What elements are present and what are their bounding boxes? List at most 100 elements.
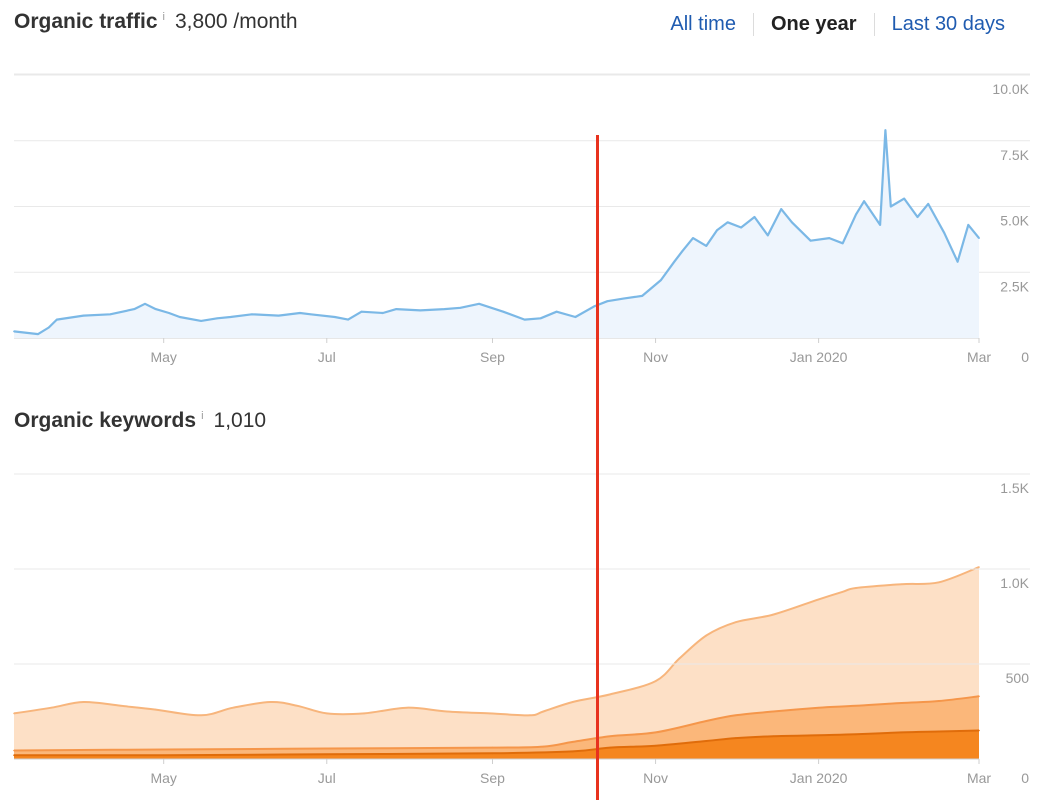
traffic-y-tick-label: 7.5K [1000,147,1029,163]
keywords-series-2-data-point [326,747,328,750]
keywords-series-1-data-point [855,587,857,589]
keywords-series-1-data-point [50,706,53,709]
keywords-x-tick-label: May [150,770,176,786]
traffic-data-point [673,260,676,263]
keywords-series-3-data-point [609,746,611,749]
traffic-data-point [382,312,384,314]
keywords-series-3-data-point [938,730,940,733]
keywords-series-1-data-point [938,581,940,584]
traffic-data-point [705,245,708,247]
keywords-series-2-data-point [491,746,494,749]
traffic-y-tick-label: 0 [1021,349,1029,365]
traffic-data-point [943,231,946,234]
keywords-series-1-data-point [734,621,737,623]
traffic-data-point [606,300,609,303]
keywords-series-3-data-point [326,753,328,756]
traffic-data-point [459,306,462,309]
traffic-data-point [780,208,783,211]
keywords-series-1-data-point [489,712,491,715]
keywords-series-2-data-point [542,745,545,748]
traffic-data-point [299,312,301,314]
keywords-series-3-area [14,730,979,759]
keywords-series-1-area [14,567,979,759]
keywords-series-1-data-point [406,706,408,709]
info-icon[interactable]: i [162,11,165,23]
traffic-data-point [395,308,398,310]
traffic-data-point [539,317,542,320]
keywords-series-2-data-point [13,749,15,752]
traffic-data-point [200,320,203,322]
keywords-series-3-data-point [491,752,494,755]
keywords-y-tick-label: 1.0K [1000,575,1029,591]
keywords-series-3-data-point [772,735,774,737]
keywords-series-1-data-point [609,693,611,696]
traffic-header: Organic traffic i 3,800 /month [14,10,298,34]
keywords-series-3-data-point [855,733,857,736]
traffic-x-tick-label: Jan 2020 [790,349,848,365]
range-tabs: All time One year Last 30 days [653,13,1005,36]
traffic-data-point [884,129,887,132]
traffic-data-point [766,234,769,237]
keywords-series-1-data-point [841,591,844,593]
traffic-data-point [333,316,336,318]
traffic-title: Organic traffic [14,10,158,33]
traffic-x-tick-label: Nov [643,349,668,365]
keywords-y-tick-label: 0 [1021,770,1029,786]
keywords-series-1-data-point [654,680,657,682]
keywords-series-3-data-point [705,740,708,742]
traffic-data-point [109,313,112,316]
traffic-data-point [967,224,970,226]
traffic-x-tick-label: Mar [967,349,991,365]
traffic-chart[interactable]: 0 2.5K 5.0K 7.5K 10.0K May Jul Sep Nov Jan 2020 Ma… [0,0,1043,380]
traffic-data-point [916,216,919,218]
keywords-series-2-data-point [609,735,611,737]
traffic-data-point [37,333,39,335]
traffic-data-point [347,318,349,321]
traffic-area [14,130,979,338]
traffic-data-point [229,316,232,318]
traffic-data-point [660,279,662,281]
keywords-series-2-line [13,695,980,752]
tab-one-year[interactable]: One year [752,13,874,36]
keywords-series-1-data-point [13,712,15,715]
keywords-series-3-data-point [900,731,903,734]
keywords-series-1-data-point [446,710,448,713]
keywords-series-2-data-point [162,748,165,751]
traffic-data-point [55,318,58,321]
keywords-series-2-data-point [571,741,574,743]
annotation-marker-line [596,135,599,800]
keywords-series-1-data-point [296,705,299,707]
info-icon[interactable]: i [201,410,204,422]
keywords-series-3-line [13,729,980,757]
keywords-series-1-data-point [900,583,903,585]
keywords-series-2-data-point [734,714,737,717]
keywords-series-1-data-point [817,598,820,601]
keywords-series-1-data-point [529,714,531,717]
traffic-data-point [309,313,312,316]
keywords-series-3-data-point [162,754,165,756]
tab-last-30-days[interactable]: Last 30 days [873,13,1005,36]
keywords-series-1-data-point [978,566,980,568]
keywords-value: 1,010 [213,409,267,432]
traffic-data-point [555,310,558,313]
traffic-data-point [502,310,505,313]
traffic-y-tick-label: 10.0K [992,81,1029,97]
traffic-data-point [956,260,959,263]
tab-all-time[interactable]: All time [670,13,736,35]
traffic-x-tick-label: May [150,349,176,365]
traffic-data-point [360,310,363,313]
traffic-data-point [277,314,280,317]
traffic-data-point [978,237,980,240]
keywords-x-tick-label: Jul [318,770,336,786]
keywords-series-2-data-point [900,702,903,704]
traffic-data-point [791,221,793,224]
keywords-y-tick-label: 500 [1006,670,1030,686]
traffic-y-tick-label: 2.5K [1000,278,1029,294]
traffic-data-point [478,302,480,305]
keywords-series-2-data-point [817,706,820,709]
traffic-data-point [863,200,865,203]
keywords-series-1-data-point [200,714,202,717]
traffic-data-point [419,309,422,312]
traffic-data-point [216,317,219,320]
